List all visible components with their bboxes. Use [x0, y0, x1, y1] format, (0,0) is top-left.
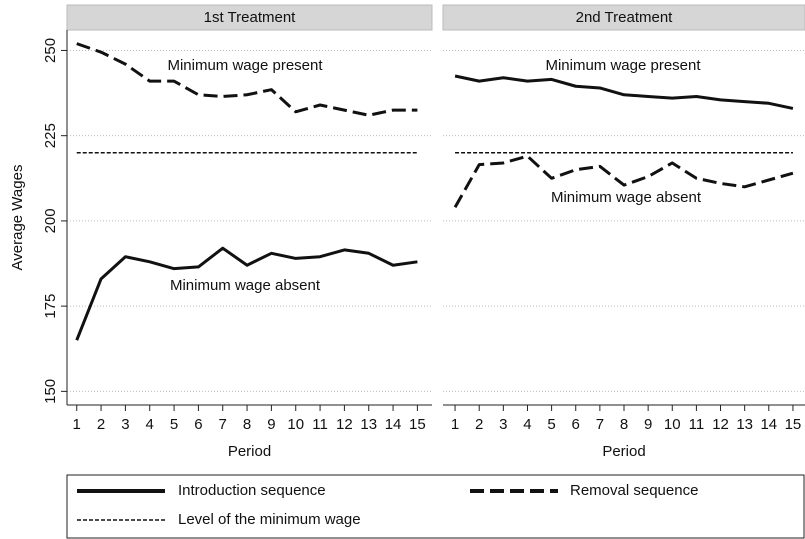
y-tick-label: 200 — [42, 208, 59, 233]
legend-label: Removal sequence — [570, 482, 698, 499]
x-tick-label: 8 — [620, 416, 628, 433]
x-tick-label: 6 — [572, 416, 580, 433]
x-tick-label: 12 — [712, 416, 729, 433]
x-tick-label: 1 — [451, 416, 459, 433]
y-axis-label: Average Wages — [9, 165, 26, 271]
x-tick-label: 3 — [499, 416, 507, 433]
series-line — [76, 42, 418, 117]
series-line — [454, 74, 794, 110]
x-tick-label: 13 — [736, 416, 753, 433]
x-tick-label: 9 — [267, 416, 275, 433]
annotation: Minimum wage present — [545, 57, 701, 74]
x-tick-label: 8 — [243, 416, 251, 433]
x-tick-label: 6 — [194, 416, 202, 433]
x-tick-label: 11 — [689, 416, 705, 433]
legend-label: Level of the minimum wage — [178, 511, 361, 528]
annotation: Minimum wage absent — [170, 277, 321, 294]
legend-label: Introduction sequence — [178, 482, 326, 499]
x-tick-label: 10 — [664, 416, 681, 433]
series-line — [453, 154, 794, 209]
x-tick-label: 7 — [596, 416, 604, 433]
panel-header — [442, 4, 805, 31]
x-tick-label: 14 — [385, 416, 402, 433]
annotation: Minimum wage present — [167, 57, 323, 74]
x-tick-label: 4 — [523, 416, 531, 433]
y-tick-label: 250 — [42, 38, 59, 63]
x-tick-label: 13 — [360, 416, 377, 433]
annotation: Minimum wage absent — [551, 189, 702, 206]
panel-header — [66, 4, 433, 31]
x-tick-label: 12 — [336, 416, 353, 433]
x-tick-label: 4 — [146, 416, 154, 433]
panel-title: 2nd Treatment — [576, 9, 674, 26]
x-tick-label: 15 — [409, 416, 426, 433]
x-axis-label: Period — [228, 443, 271, 460]
series-line — [75, 246, 418, 341]
x-tick-label: 2 — [475, 416, 483, 433]
x-tick-label: 15 — [785, 416, 802, 433]
x-tick-label: 1 — [73, 416, 81, 433]
panel-title: 1st Treatment — [204, 9, 297, 26]
x-tick-label: 7 — [219, 416, 227, 433]
y-tick-label: 175 — [42, 294, 59, 319]
x-tick-label: 14 — [760, 416, 777, 433]
x-axis-label: Period — [602, 443, 645, 460]
legend-box — [66, 474, 805, 539]
y-tick-label: 150 — [42, 379, 59, 404]
x-tick-label: 10 — [287, 416, 304, 433]
x-tick-label: 5 — [170, 416, 178, 433]
x-tick-label: 11 — [312, 416, 328, 433]
y-tick-label: 225 — [42, 123, 59, 148]
x-tick-label: 3 — [121, 416, 129, 433]
x-tick-label: 2 — [97, 416, 105, 433]
x-tick-label: 5 — [547, 416, 555, 433]
x-tick-label: 9 — [644, 416, 652, 433]
